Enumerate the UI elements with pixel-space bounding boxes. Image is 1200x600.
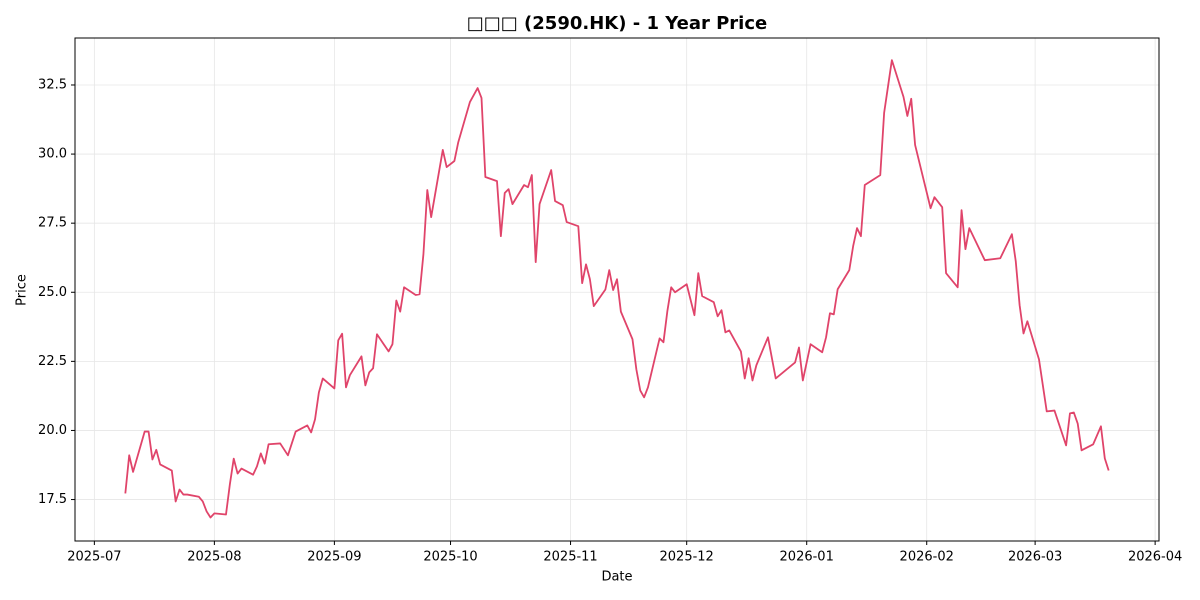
x-tick-label: 2025-09 (307, 550, 361, 565)
x-tick-label: 2025-08 (187, 550, 241, 565)
x-tick-label: 2026-04 (1128, 550, 1182, 565)
x-tick-label: 2026-02 (900, 550, 954, 565)
x-tick-label: 2025-11 (543, 550, 597, 565)
y-axis-label: Price (15, 274, 30, 306)
y-tick-label: 20.0 (38, 423, 67, 438)
plot-frame (74, 37, 1160, 542)
chart-title: □□□ (2590.HK) - 1 Year Price (467, 13, 767, 34)
y-tick-label: 25.0 (38, 285, 67, 300)
x-tick-label: 2025-12 (660, 550, 714, 565)
x-axis-label: Date (601, 570, 632, 585)
x-tick-label: 2025-10 (423, 550, 477, 565)
y-tick-label: 30.0 (38, 147, 67, 162)
x-tick-label: 2026-01 (780, 550, 834, 565)
price-line (124, 59, 1110, 519)
x-tick-label: 2026-03 (1008, 550, 1062, 565)
x-tick-label: 2025-07 (67, 550, 121, 565)
y-tick-label: 32.5 (38, 77, 67, 92)
y-tick-label: 27.5 (38, 216, 67, 231)
y-tick-label: 17.5 (38, 492, 67, 507)
y-tick-label: 22.5 (38, 354, 67, 369)
